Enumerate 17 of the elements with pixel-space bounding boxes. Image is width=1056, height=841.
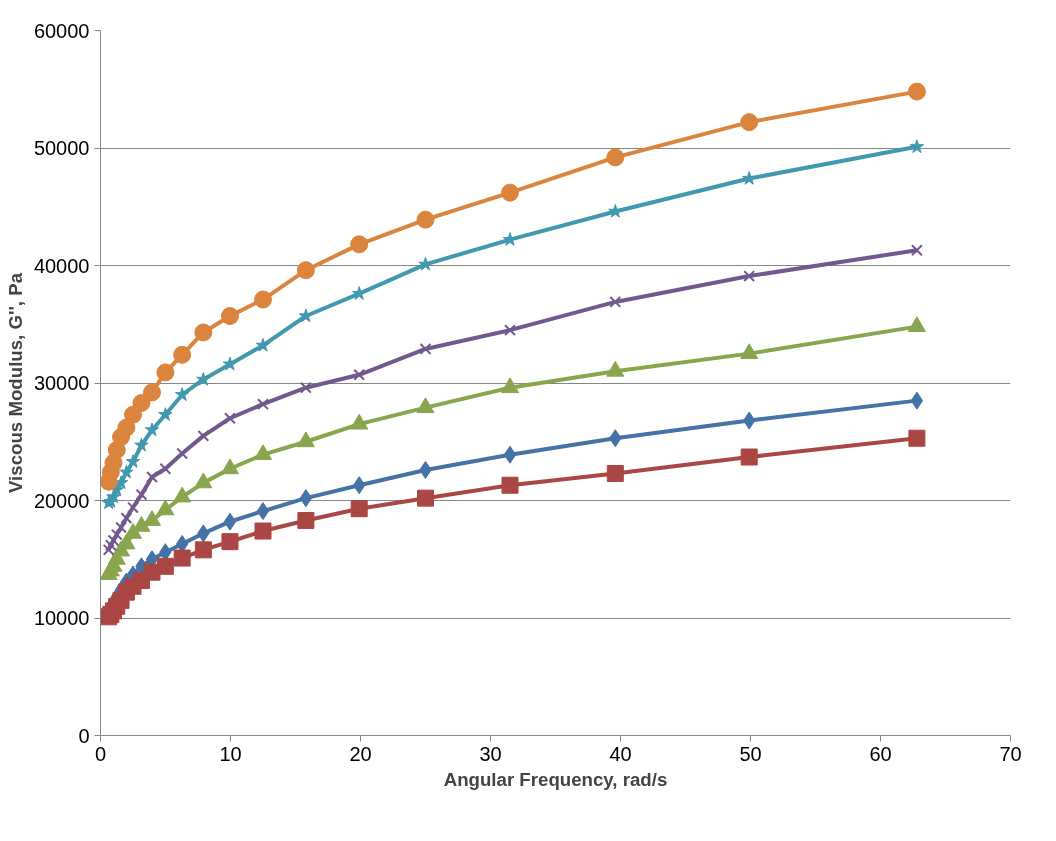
x-tick-label: 0	[94, 742, 107, 765]
x-tick-label: 30	[479, 742, 502, 765]
y-tick-label: 0	[78, 724, 90, 747]
y-tick-label: 30000	[33, 372, 90, 394]
y-tick-label: 10000	[33, 607, 90, 629]
x-axis-title: Angular Frequency, rad/s	[443, 768, 668, 790]
y-tick-label: 60000	[33, 19, 90, 42]
y-tick-label: 40000	[33, 254, 90, 277]
y-axis-title: Viscous Modulus, G'', Pa	[4, 272, 26, 494]
y-tick-label: 20000	[33, 489, 90, 512]
x-tick-label: 50	[739, 742, 762, 765]
x-tick-label: 40	[609, 742, 632, 765]
x-tick-label: 20	[349, 742, 372, 765]
x-tick-label: 60	[869, 742, 892, 765]
x-tick-label: 70	[999, 742, 1022, 765]
y-tick-label: 50000	[33, 137, 90, 159]
x-tick-label: 10	[219, 742, 242, 765]
